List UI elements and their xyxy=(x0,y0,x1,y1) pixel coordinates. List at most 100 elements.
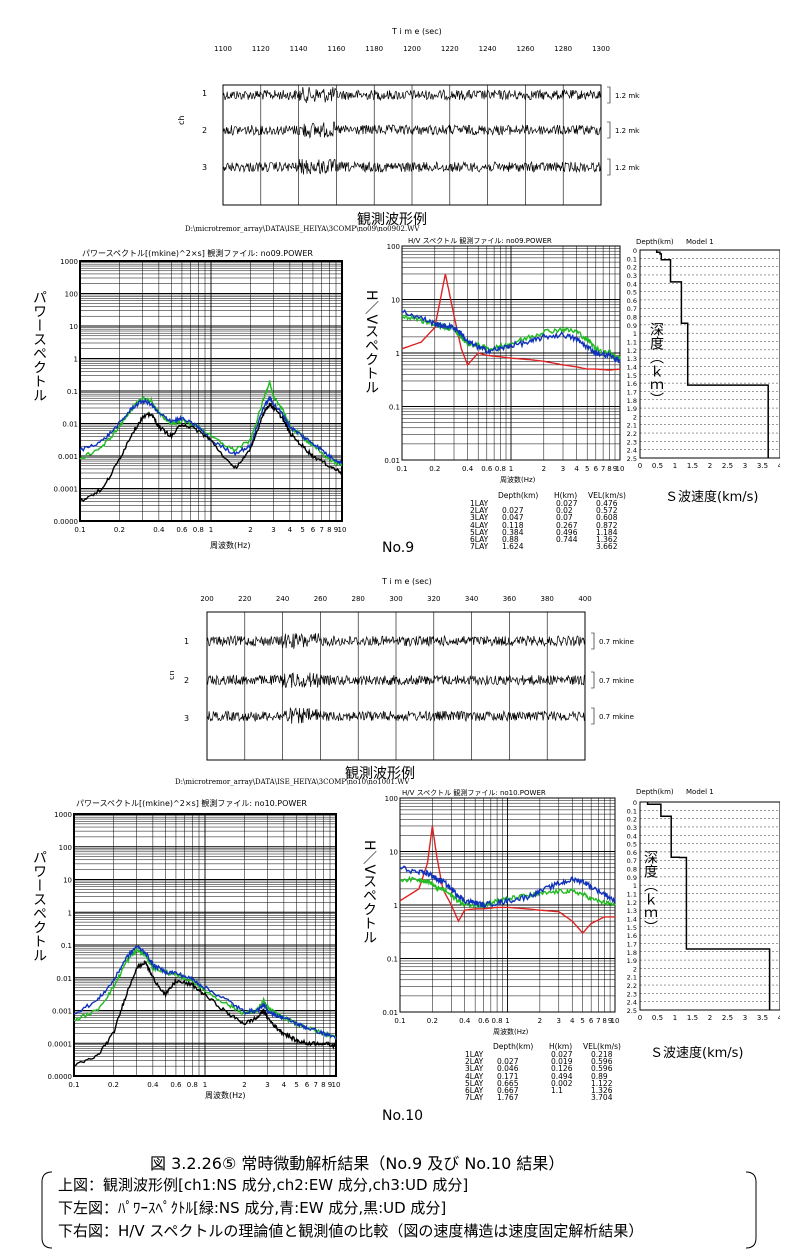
no9-table-cell: 0.047 xyxy=(502,513,524,523)
no9-power-xtick: 0.8 xyxy=(193,526,204,534)
no9-hv-title: H/V スペクトル 観測ファイル: no09.POWER xyxy=(408,237,552,245)
no10-power-ytick: 1000 xyxy=(54,811,72,819)
no9-table-cell: 1LAY xyxy=(470,499,489,508)
no9-power-xtick: 10 xyxy=(338,526,347,534)
no9-power-ytick: 10 xyxy=(69,323,78,331)
no9-power-ytick: 0.01 xyxy=(62,421,78,429)
no9-power-xtick: 8 xyxy=(327,526,331,534)
no10-model-depth-label: 深度（ｋｍ） xyxy=(639,850,658,934)
no9-model-ytick: 0 xyxy=(633,247,637,255)
no9-power-ytick: 100 xyxy=(65,291,78,299)
no9-waveform-plot: 1100 1120 1140 1160 1180 1200 1220 1240 1260 1280… xyxy=(177,45,640,206)
w10-amp-label: 0.7 mkine xyxy=(599,638,634,646)
no9-hv-xtick: 0.1 xyxy=(396,465,407,473)
no10-power-xtick: 3 xyxy=(265,1081,269,1089)
no10-model-ytick: 0.8 xyxy=(627,866,637,874)
w10-trace-ch2 xyxy=(206,672,586,688)
w9-amp-bracket xyxy=(607,121,611,139)
no10-waveform-section: T i m e (sec) 200 220 240 260 280 300 320 340 36… xyxy=(170,575,640,770)
no10-model-ytick: 2 xyxy=(633,965,637,973)
no9-time-label: T i m e (sec) xyxy=(392,27,442,36)
no10-hv-xtick: 0.2 xyxy=(427,1017,438,1025)
w9-trace-ch2 xyxy=(222,121,602,139)
no9-table-cell: 0.744 xyxy=(556,535,578,544)
no9-model-xtick: 4 xyxy=(778,462,780,470)
w10-tick: 300 xyxy=(389,595,402,603)
no9-table-header: Depth(km) xyxy=(498,491,539,500)
no9-table-cell: 0.118 xyxy=(502,520,524,530)
w9-amp-label: 1.2 mkine xyxy=(615,127,640,135)
no10-model-xtick: 2 xyxy=(708,1014,712,1022)
no10-model-velocity-profile xyxy=(646,802,771,1010)
no10-model-ytick: 1.9 xyxy=(627,957,637,965)
w10-tick: 360 xyxy=(503,595,516,603)
w9-tick: 1260 xyxy=(516,45,534,53)
no10-power-xtick: 10 xyxy=(332,1081,341,1089)
no10-model-ytick: 0.3 xyxy=(627,824,637,832)
no10-power-series-UD xyxy=(73,960,337,1067)
no9-table-cell: 0.384 xyxy=(502,527,524,537)
no9-table-cell: 6LAY xyxy=(470,535,489,544)
no10-model-ytick: 0.9 xyxy=(627,874,637,882)
no9-power-series-UD xyxy=(79,402,343,503)
no9-model-ytick: 0.4 xyxy=(627,280,637,288)
no9-table-cell: 3LAY xyxy=(470,513,489,523)
no10-power-xtick: 0.2 xyxy=(108,1081,119,1089)
no9-power-xtick: 2 xyxy=(248,526,252,534)
no9-model-ytick: 0.1 xyxy=(627,255,637,263)
no9-model-ytick: 1.4 xyxy=(627,363,637,371)
no10-label: No.10 xyxy=(382,1108,424,1124)
no10-table-cell: 2LAY xyxy=(465,1057,484,1067)
no10-table-cell: 0.027 xyxy=(497,1057,519,1067)
no10-ch2: 2 xyxy=(184,676,189,685)
no10-power-ytick: 0.001 xyxy=(52,1008,72,1016)
no10-model-frame xyxy=(639,801,780,1011)
no9-model-ytick: 1.7 xyxy=(627,388,637,396)
no10-waveform-caption: 観測波形例 xyxy=(345,766,415,782)
no10-power-ylabel: パワースペクトル xyxy=(31,850,47,962)
no9-hv-ytick: 0.1 xyxy=(389,404,400,412)
no9-table-cell: 7LAY xyxy=(470,542,489,552)
no10-hv-xtick: 1 xyxy=(505,1017,509,1025)
no9-table-cell: 0.267 xyxy=(556,520,578,530)
no10-model-ytick: 0.1 xyxy=(627,807,637,815)
no10-table-cell: 0.596 xyxy=(591,1057,613,1067)
caption-line-2: 下左図：ﾊﾟﾜｰｽﾍﾟｸﾄﾙ[緑:NS 成分,青:EW 成分,黒:UD 成分] xyxy=(58,1199,447,1217)
no10-table-cell: 0.046 xyxy=(497,1064,519,1074)
no10-hv-xtick: 5 xyxy=(580,1017,584,1025)
w10-tick: 380 xyxy=(541,595,554,603)
no9-power-xlabel: 周波数(Hz) xyxy=(210,541,251,550)
no9-power-xtick: 0.6 xyxy=(176,526,188,534)
w9-amp-bracket xyxy=(607,86,611,104)
no10-time-label: T i m e (sec) xyxy=(382,577,432,586)
no9-model-xtick: 2.5 xyxy=(722,462,733,470)
no9-table-cell: 1.362 xyxy=(596,535,618,544)
no9-hv-ytick: 0.01 xyxy=(384,457,400,465)
no9-power-ytick: 0.0000 xyxy=(54,518,79,526)
no10-hv-title: H/V スペクトル 観測ファイル: no10.POWER xyxy=(402,789,546,797)
no9-model-ytick: 1.3 xyxy=(627,355,637,363)
no10-power-xtick: 5 xyxy=(294,1081,298,1089)
no10-hv-xtick: 7 xyxy=(596,1017,600,1025)
no10-model-xtick: 3.5 xyxy=(757,1014,768,1022)
no9-power-title: パワースペクトル[(mkine)^2×s] 観測ファイル: no09.POWER xyxy=(82,249,313,258)
w9-tick: 1280 xyxy=(554,45,572,53)
no9-model-header-model: Model 1 xyxy=(686,238,714,246)
no10-model-xtick: 0.5 xyxy=(652,1014,663,1022)
no10-model-ytick: 0.2 xyxy=(627,816,637,824)
no10-model-xtick: 1.5 xyxy=(687,1014,698,1022)
no10-power-xtick: 1 xyxy=(203,1081,207,1089)
no9-table-cell: 1.624 xyxy=(502,542,524,552)
no9-power-xtick: 4 xyxy=(288,526,293,534)
no10-power-ytick: 0.0001 xyxy=(48,1040,73,1048)
w10-tick: 400 xyxy=(578,595,591,603)
w9-tick: 1120 xyxy=(252,45,270,53)
no9-power-ytick: 0.001 xyxy=(58,453,78,461)
no10-model-ytick: 1.4 xyxy=(627,915,637,923)
no9-model-ytick: 0.9 xyxy=(627,322,637,330)
no9-model-ytick: 1.6 xyxy=(627,380,637,388)
no10-table-cell: 0.667 xyxy=(497,1086,519,1095)
no10-power-ytick: 1 xyxy=(68,909,72,917)
no10-table-cell: 5LAY xyxy=(465,1078,484,1088)
